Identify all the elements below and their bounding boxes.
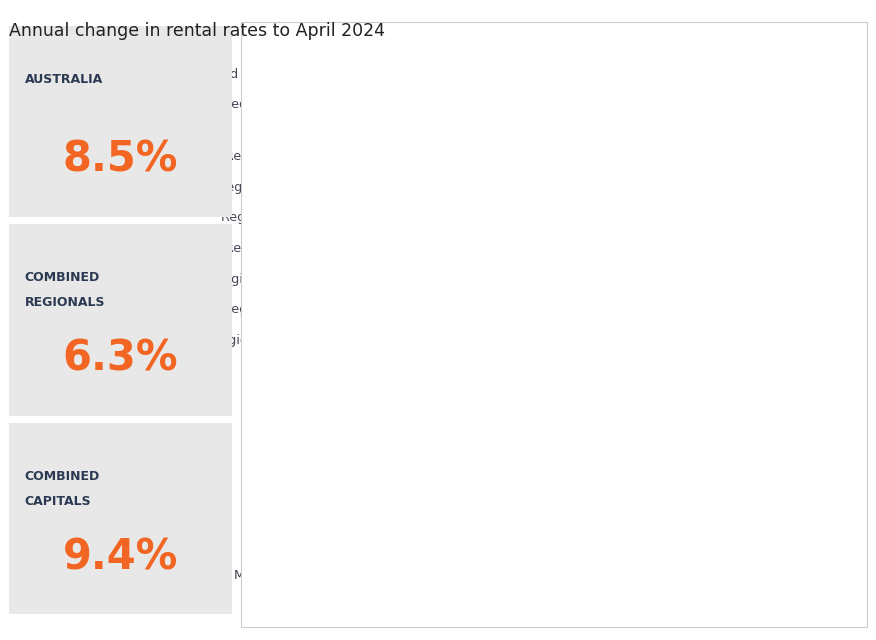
Text: 9.6%: 9.6% xyxy=(675,569,708,582)
Text: 1.2%: 1.2% xyxy=(361,150,394,163)
Text: CAPITALS: CAPITALS xyxy=(25,495,91,508)
Text: National: National xyxy=(248,37,301,51)
Text: 3.5%: 3.5% xyxy=(448,416,480,429)
Text: 13.6%: 13.6% xyxy=(825,477,866,490)
Text: Regional QLD: Regional QLD xyxy=(215,273,301,285)
Text: 8.5%: 8.5% xyxy=(63,138,178,180)
Bar xyxy=(309,210,754,226)
Text: 1.8%: 1.8% xyxy=(384,385,416,399)
Text: AUSTRALIA: AUSTRALIA xyxy=(25,72,102,86)
Bar xyxy=(309,301,492,317)
Text: 9.1%: 9.1% xyxy=(657,508,689,520)
Text: Combined regionals: Combined regionals xyxy=(173,68,301,81)
Text: COMBINED: COMBINED xyxy=(25,470,100,483)
Text: 9.6%: 9.6% xyxy=(675,242,708,255)
Text: Sydney: Sydney xyxy=(254,599,301,612)
Text: 2.5%: 2.5% xyxy=(410,181,442,194)
Text: 4.9%: 4.9% xyxy=(500,303,533,316)
Text: 8.5%: 8.5% xyxy=(634,538,668,551)
Text: Regional Vic: Regional Vic xyxy=(223,303,301,316)
Text: -0.2%: -0.2% xyxy=(257,447,294,460)
Text: 4.2%: 4.2% xyxy=(474,333,506,347)
Bar xyxy=(309,36,627,52)
Bar xyxy=(309,332,466,348)
Text: 6.3%: 6.3% xyxy=(552,68,584,81)
Bar xyxy=(309,537,627,552)
Text: Adelaide: Adelaide xyxy=(246,508,301,520)
Text: Regional WA: Regional WA xyxy=(222,211,301,225)
Text: 8.5%: 8.5% xyxy=(634,37,668,51)
Text: REGIONALS: REGIONALS xyxy=(25,296,105,308)
Bar xyxy=(309,97,661,113)
Text: Regional SA: Regional SA xyxy=(225,242,301,255)
Text: 9.0%: 9.0% xyxy=(653,599,686,612)
Bar xyxy=(309,149,354,165)
Text: 9.4%: 9.4% xyxy=(63,536,178,578)
Bar xyxy=(309,415,440,431)
Text: Annual change in rental rates to April 2024: Annual change in rental rates to April 2… xyxy=(9,22,385,40)
Bar xyxy=(309,598,646,614)
Text: Perth: Perth xyxy=(268,477,301,490)
Bar xyxy=(309,271,604,287)
Bar xyxy=(309,567,668,583)
Bar xyxy=(309,384,377,400)
Text: Brisbane: Brisbane xyxy=(245,538,301,551)
Text: Canberra: Canberra xyxy=(243,385,301,399)
Bar xyxy=(309,506,649,522)
Bar xyxy=(309,241,668,257)
Bar xyxy=(309,67,545,83)
Text: 6.3%: 6.3% xyxy=(63,337,178,380)
Text: COMBINED: COMBINED xyxy=(25,271,100,284)
Text: Regional NT: Regional NT xyxy=(224,150,301,163)
Text: 11.9%: 11.9% xyxy=(762,211,802,225)
Text: Regional NSW: Regional NSW xyxy=(212,333,301,347)
Text: 9.4%: 9.4% xyxy=(668,99,701,111)
Text: Melbourne: Melbourne xyxy=(234,569,301,582)
Bar xyxy=(309,476,818,492)
Bar xyxy=(301,445,309,461)
Text: Darwin: Darwin xyxy=(257,416,301,429)
Text: Combined capitals: Combined capitals xyxy=(182,99,301,111)
Text: Hobart: Hobart xyxy=(258,447,301,460)
Text: 7.9%: 7.9% xyxy=(612,273,645,285)
Text: Regional TAS: Regional TAS xyxy=(218,181,301,194)
Bar xyxy=(309,179,402,195)
